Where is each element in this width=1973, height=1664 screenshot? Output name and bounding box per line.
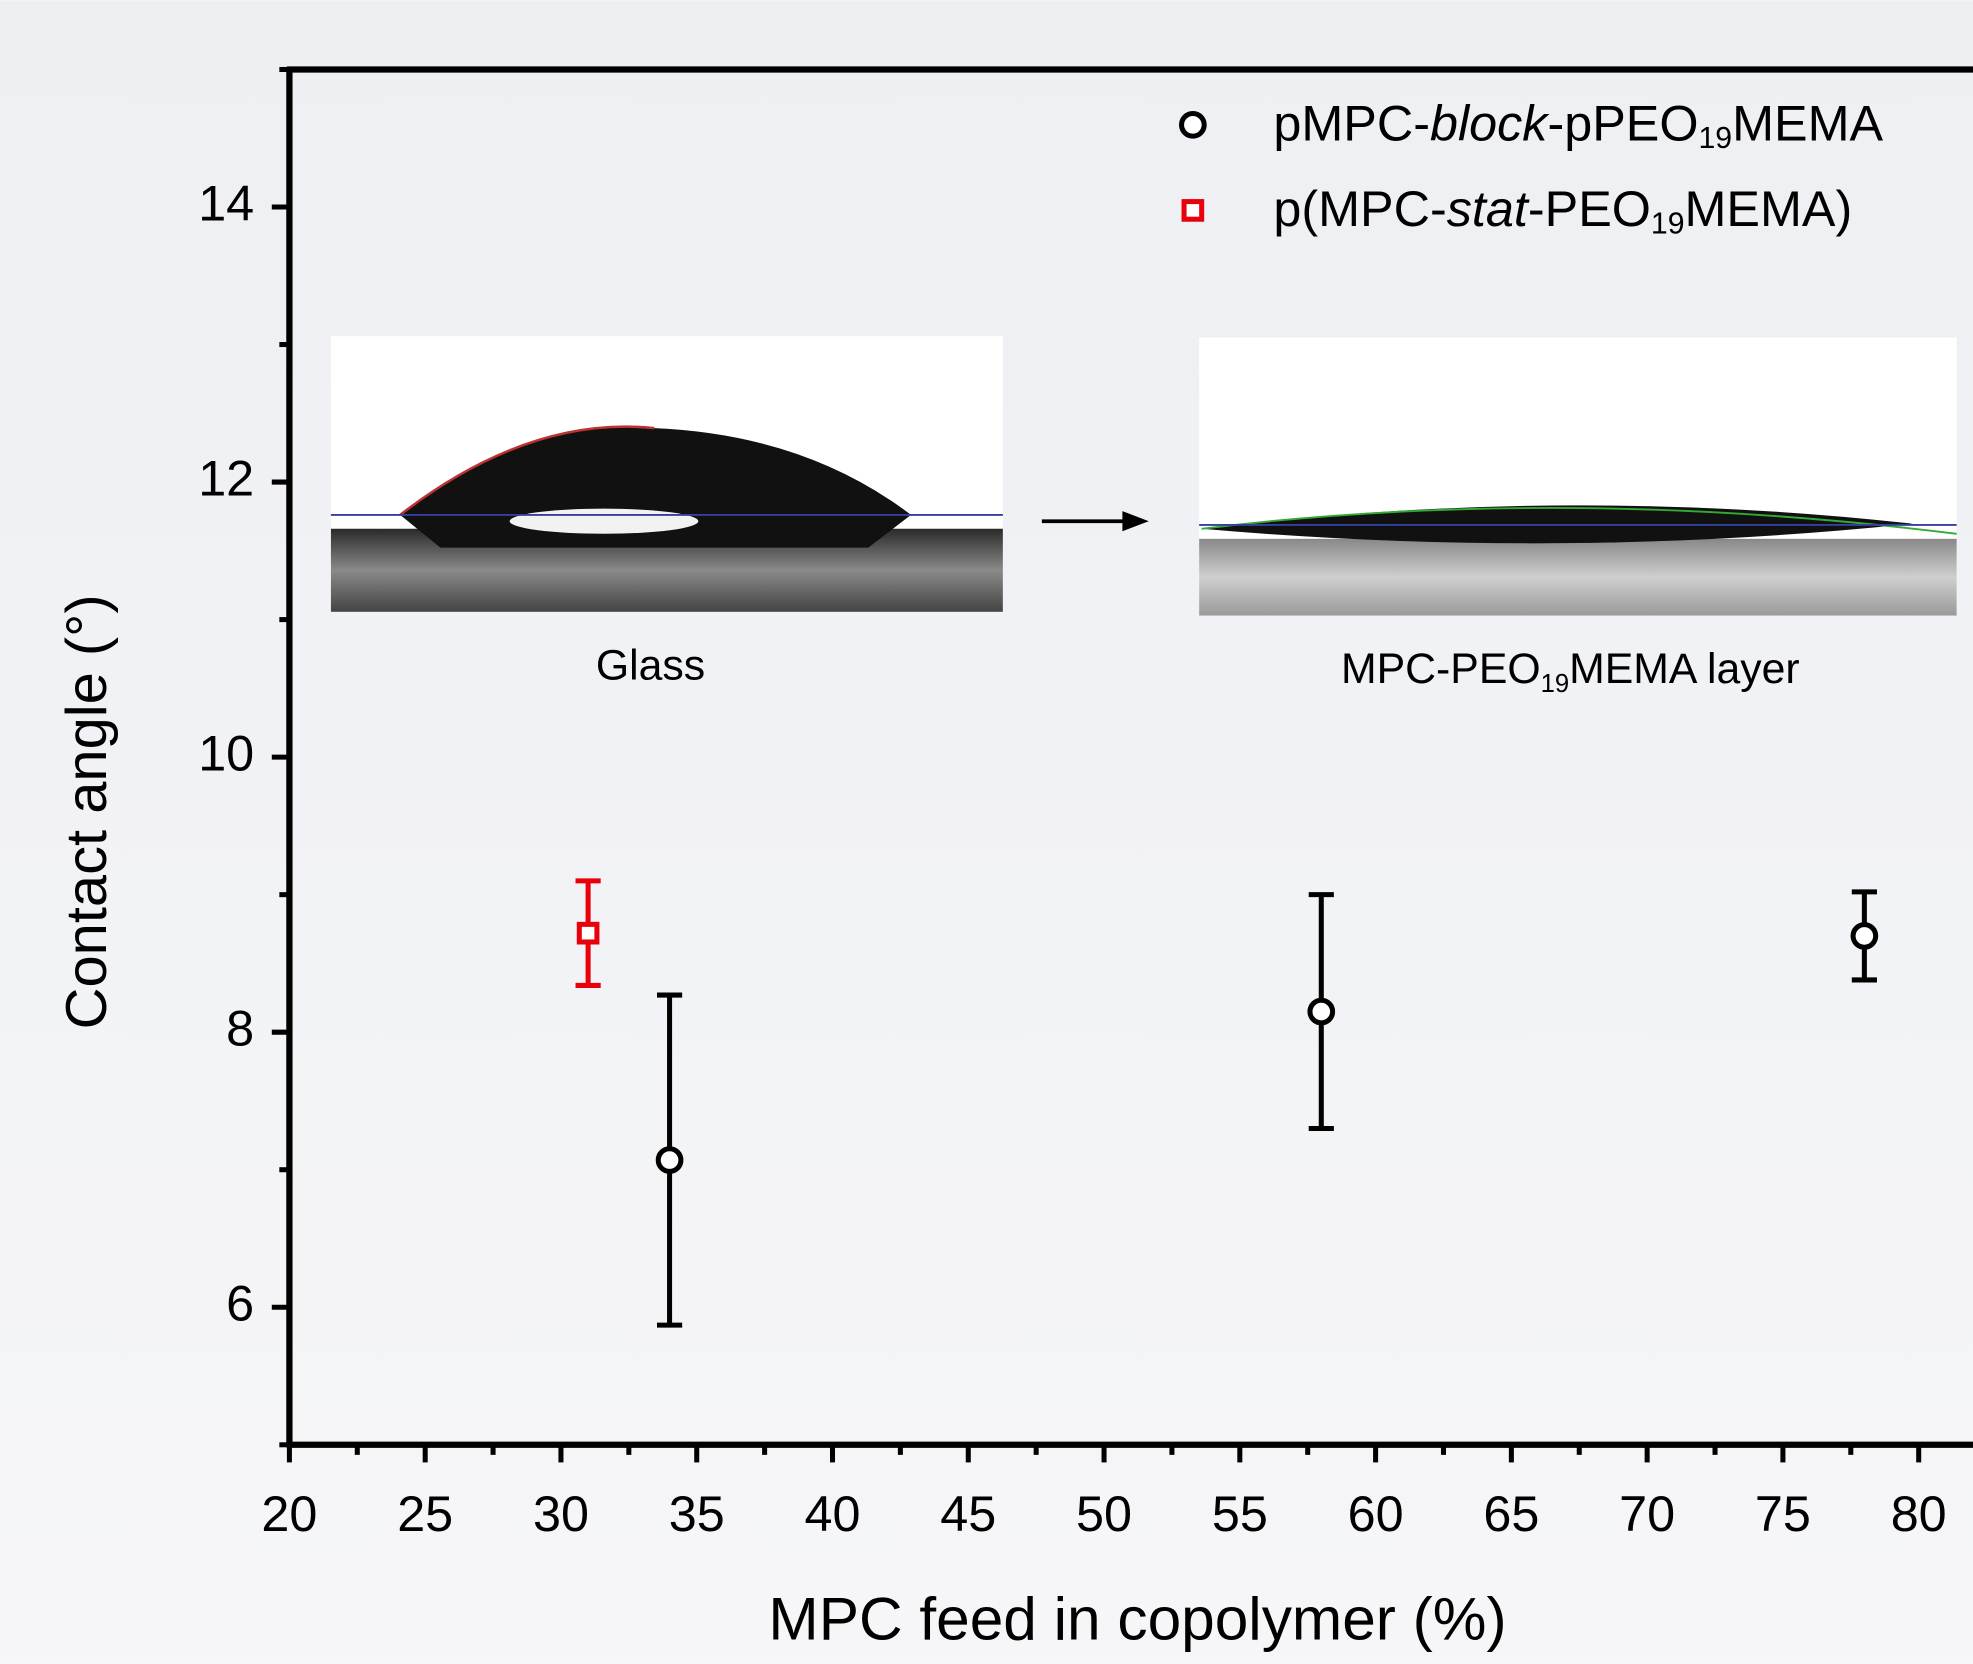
y-tick-label: 14 (198, 174, 254, 231)
y-tick-label: 8 (226, 999, 254, 1056)
x-tick-label: 35 (669, 1485, 725, 1542)
marker (1179, 110, 1207, 139)
x-tick-label: 30 (533, 1485, 589, 1542)
annotation: Glass (596, 642, 705, 690)
annotation: MPC-PEO19​MEMA layer (1341, 645, 1800, 697)
x-tick-label: 25 (397, 1485, 453, 1542)
x-axis-label: MPC feed in copolymer (%) (768, 1584, 1506, 1652)
legend-label: pMPC-block-pPEO19​MEMA (1273, 95, 1883, 155)
x-tick-label: 50 (1076, 1485, 1132, 1542)
inset-glass (330, 336, 1003, 612)
x-tick-label: 60 (1348, 1485, 1404, 1542)
legend-label: p(MPC-stat-PEO19​MEMA) (1273, 180, 1852, 240)
marker (1850, 922, 1879, 950)
marker (1307, 997, 1336, 1026)
y-tick-label: 10 (198, 724, 254, 781)
x-tick-label: 75 (1755, 1485, 1811, 1542)
marker (576, 921, 600, 945)
x-tick-label: 45 (940, 1485, 996, 1542)
y-tick-label: 12 (198, 449, 254, 506)
marker (655, 1146, 684, 1174)
x-tick-label: 55 (1212, 1485, 1268, 1542)
y-axis-label: Contact angle (°) (55, 594, 119, 1029)
inset-arrow (1041, 511, 1149, 532)
x-tick-label: 40 (805, 1485, 861, 1542)
x-tick-label: 80 (1891, 1485, 1947, 1542)
marker (1181, 199, 1205, 222)
y-tick-label: 6 (226, 1275, 254, 1332)
x-tick-label: 70 (1619, 1485, 1675, 1542)
x-tick-label: 65 (1483, 1485, 1539, 1542)
x-tick-label: 20 (261, 1485, 317, 1542)
inset-layer (1199, 337, 1957, 616)
